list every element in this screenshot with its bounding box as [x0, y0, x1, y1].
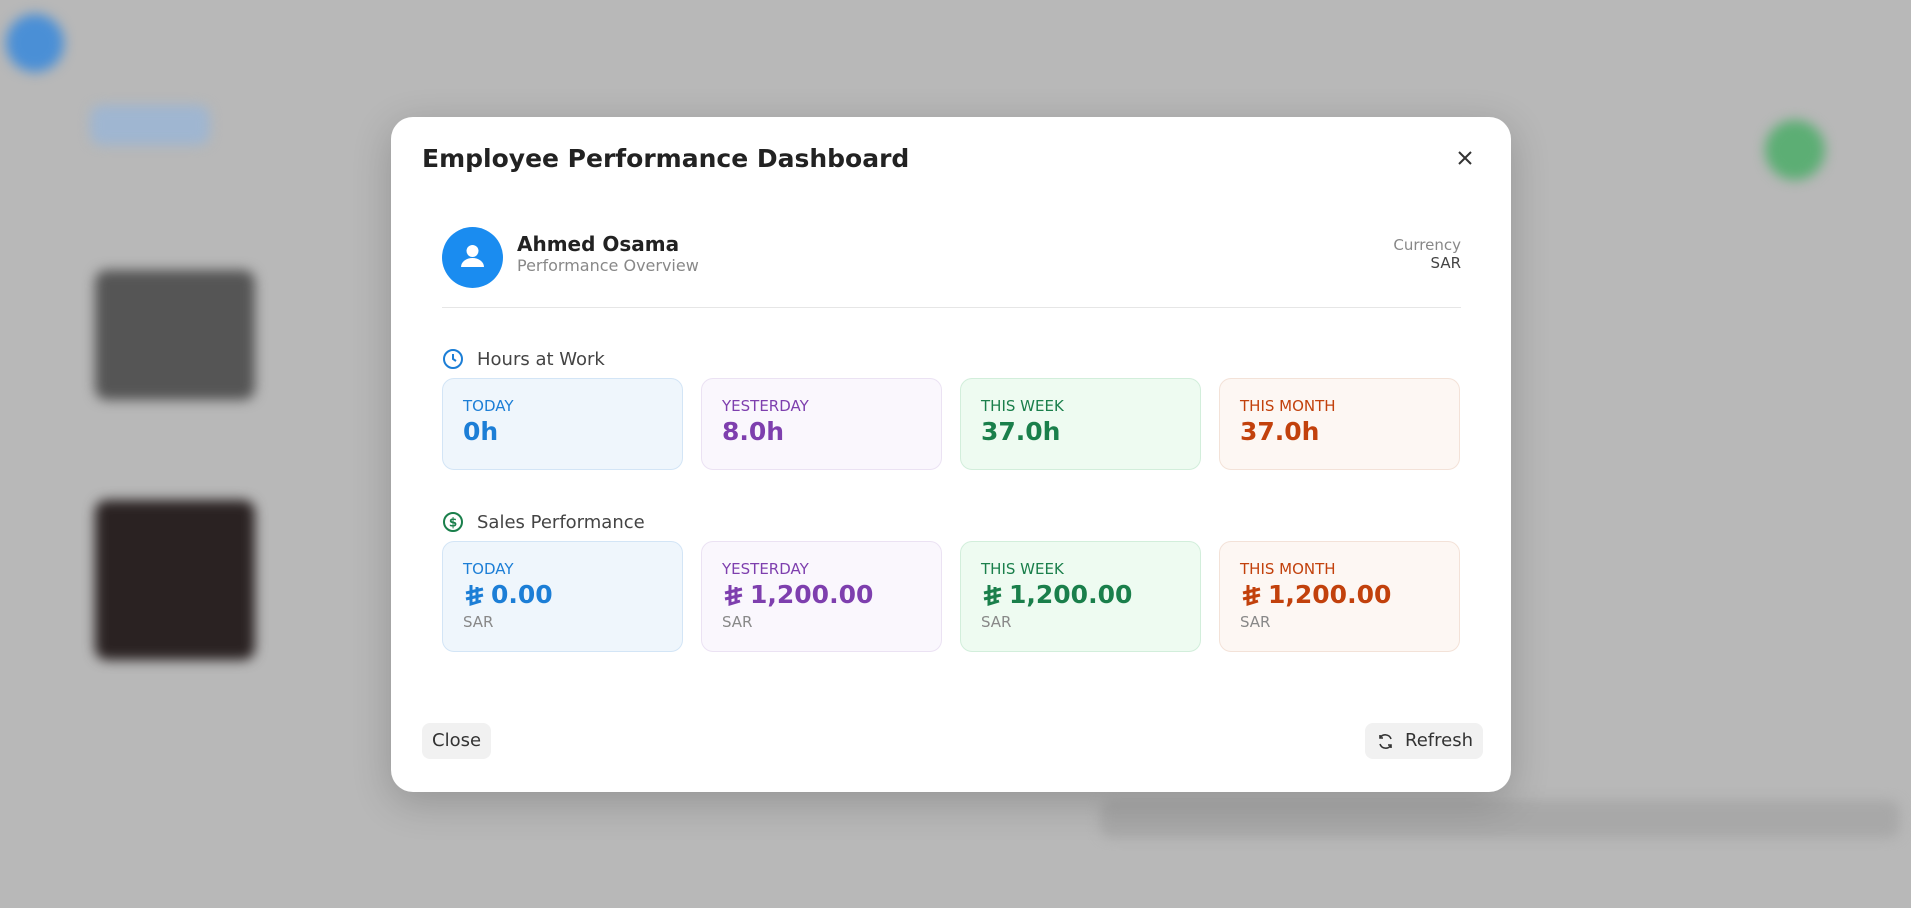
- blurred-bar: [1100, 800, 1900, 838]
- stat-card: THIS MONTH 1,200.00 SAR: [1219, 541, 1460, 652]
- close-icon[interactable]: [1457, 150, 1473, 166]
- blurred-button: [1765, 120, 1825, 180]
- stat-label: THIS WEEK: [981, 397, 1064, 415]
- stat-value: 37.0h: [981, 417, 1060, 446]
- stat-number: 1,200.00: [1268, 580, 1392, 609]
- blurred-tab: [90, 105, 210, 145]
- stat-value: 0h: [463, 417, 498, 446]
- stat-card: YESTERDAY 8.0h: [701, 378, 942, 470]
- blurred-logo: [6, 14, 64, 72]
- section-title: Sales Performance: [477, 512, 645, 533]
- currency-label: Currency: [1393, 236, 1461, 254]
- modal: Employee Performance Dashboard Ahmed Osa…: [391, 117, 1511, 792]
- blurred-card: [95, 500, 255, 660]
- section-icon: $: [443, 512, 463, 532]
- riyal-icon: [1242, 584, 1261, 606]
- currency-value: SAR: [1430, 254, 1461, 272]
- riyal-icon: [983, 584, 1002, 606]
- stat-value: 8.0h: [722, 417, 784, 446]
- stat-card: YESTERDAY 1,200.00 SAR: [701, 541, 942, 652]
- stat-label: YESTERDAY: [722, 397, 809, 415]
- modal-title: Employee Performance Dashboard: [422, 144, 910, 173]
- stat-unit: SAR: [722, 613, 753, 631]
- close-button[interactable]: Close: [422, 723, 492, 759]
- stat-number: 37.0h: [981, 417, 1061, 446]
- svg-text:$: $: [449, 516, 457, 530]
- refresh-icon: [1379, 734, 1392, 749]
- refresh-label: Refresh: [1405, 730, 1473, 751]
- stat-label: THIS WEEK: [981, 560, 1064, 578]
- blurred-card: [95, 270, 255, 400]
- stat-value: 1,200.00: [722, 580, 873, 609]
- stat-value: 0.00: [463, 580, 553, 609]
- riyal-icon: [465, 584, 484, 606]
- employee-subtitle: Performance Overview: [517, 256, 699, 275]
- divider: [442, 307, 1461, 308]
- section-icon: [443, 349, 463, 369]
- stat-card: TODAY 0.00 SAR: [442, 541, 683, 652]
- stat-label: YESTERDAY: [722, 560, 809, 578]
- stat-card: THIS WEEK 37.0h: [960, 378, 1201, 470]
- stat-card: TODAY 0h: [442, 378, 683, 470]
- stat-number: 0.00: [491, 580, 553, 609]
- stat-number: 0h: [463, 417, 499, 446]
- stat-label: TODAY: [463, 560, 514, 578]
- stat-unit: SAR: [1240, 613, 1271, 631]
- stat-unit: SAR: [463, 613, 494, 631]
- avatar: [442, 227, 503, 288]
- employee-name: Ahmed Osama: [517, 232, 680, 256]
- stat-number: 37.0h: [1240, 417, 1320, 446]
- stat-value: 1,200.00: [981, 580, 1132, 609]
- riyal-icon: [724, 584, 743, 606]
- stat-value: 1,200.00: [1240, 580, 1391, 609]
- stat-card: THIS MONTH 37.0h: [1219, 378, 1460, 470]
- stat-card: THIS WEEK 1,200.00 SAR: [960, 541, 1201, 652]
- stat-value: 37.0h: [1240, 417, 1319, 446]
- stat-number: 1,200.00: [750, 580, 874, 609]
- stat-number: 8.0h: [722, 417, 785, 446]
- stat-label: THIS MONTH: [1240, 560, 1336, 578]
- stat-label: THIS MONTH: [1240, 397, 1336, 415]
- stat-unit: SAR: [981, 613, 1012, 631]
- section-title: Hours at Work: [477, 349, 605, 370]
- stat-label: TODAY: [463, 397, 514, 415]
- refresh-button[interactable]: Refresh: [1365, 723, 1483, 759]
- stat-number: 1,200.00: [1009, 580, 1133, 609]
